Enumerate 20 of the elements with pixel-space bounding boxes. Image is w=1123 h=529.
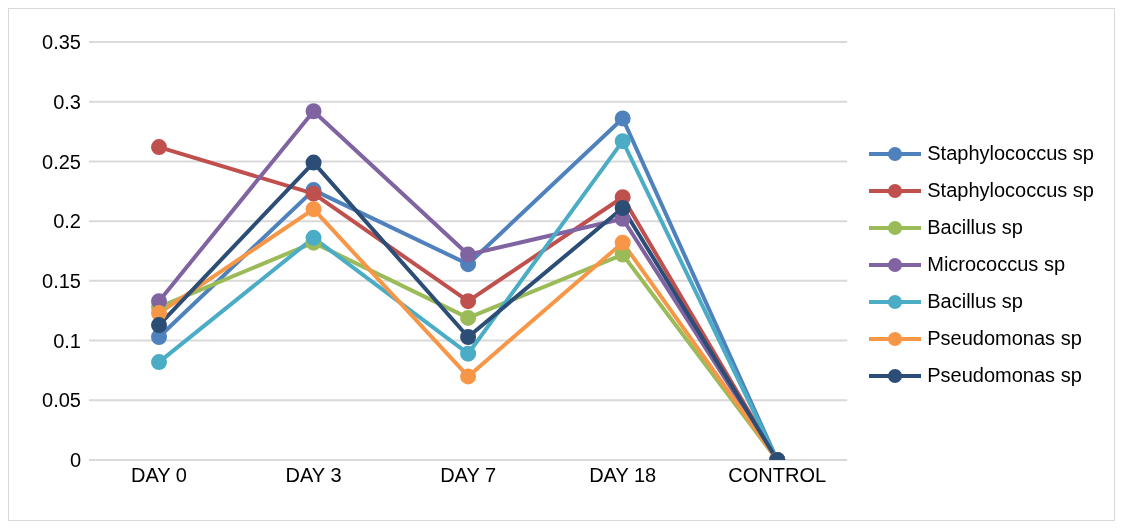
y-tick-label: 0 [69,449,81,472]
y-tick-label: 0.3 [53,90,81,113]
y-tick-label: 0.1 [53,329,81,352]
x-tick-label: DAY 3 [285,464,342,487]
legend-label: Micrococcus sp [927,253,1066,276]
y-tick-label: 0.35 [42,31,81,54]
x-tick-label: DAY 0 [131,464,187,487]
legend-label: Bacillus sp [927,216,1023,239]
x-tick-label: DAY 7 [440,464,497,487]
legend-label: Pseudomonas sp [927,327,1082,350]
legend-label: Pseudomonas sp [927,364,1082,387]
y-tick-label: 0.2 [53,210,81,233]
x-tick-label: CONTROL [728,464,827,487]
y-tick-label: 0.05 [42,389,81,412]
y-tick-label: 0.25 [42,150,81,173]
legend-label: Bacillus sp [927,290,1023,313]
y-tick-label: 0.15 [42,269,81,292]
legend-label: Staphylococcus sp [927,179,1094,202]
legend-label: Staphylococcus sp [927,142,1094,165]
x-tick-label: DAY 18 [589,464,657,487]
